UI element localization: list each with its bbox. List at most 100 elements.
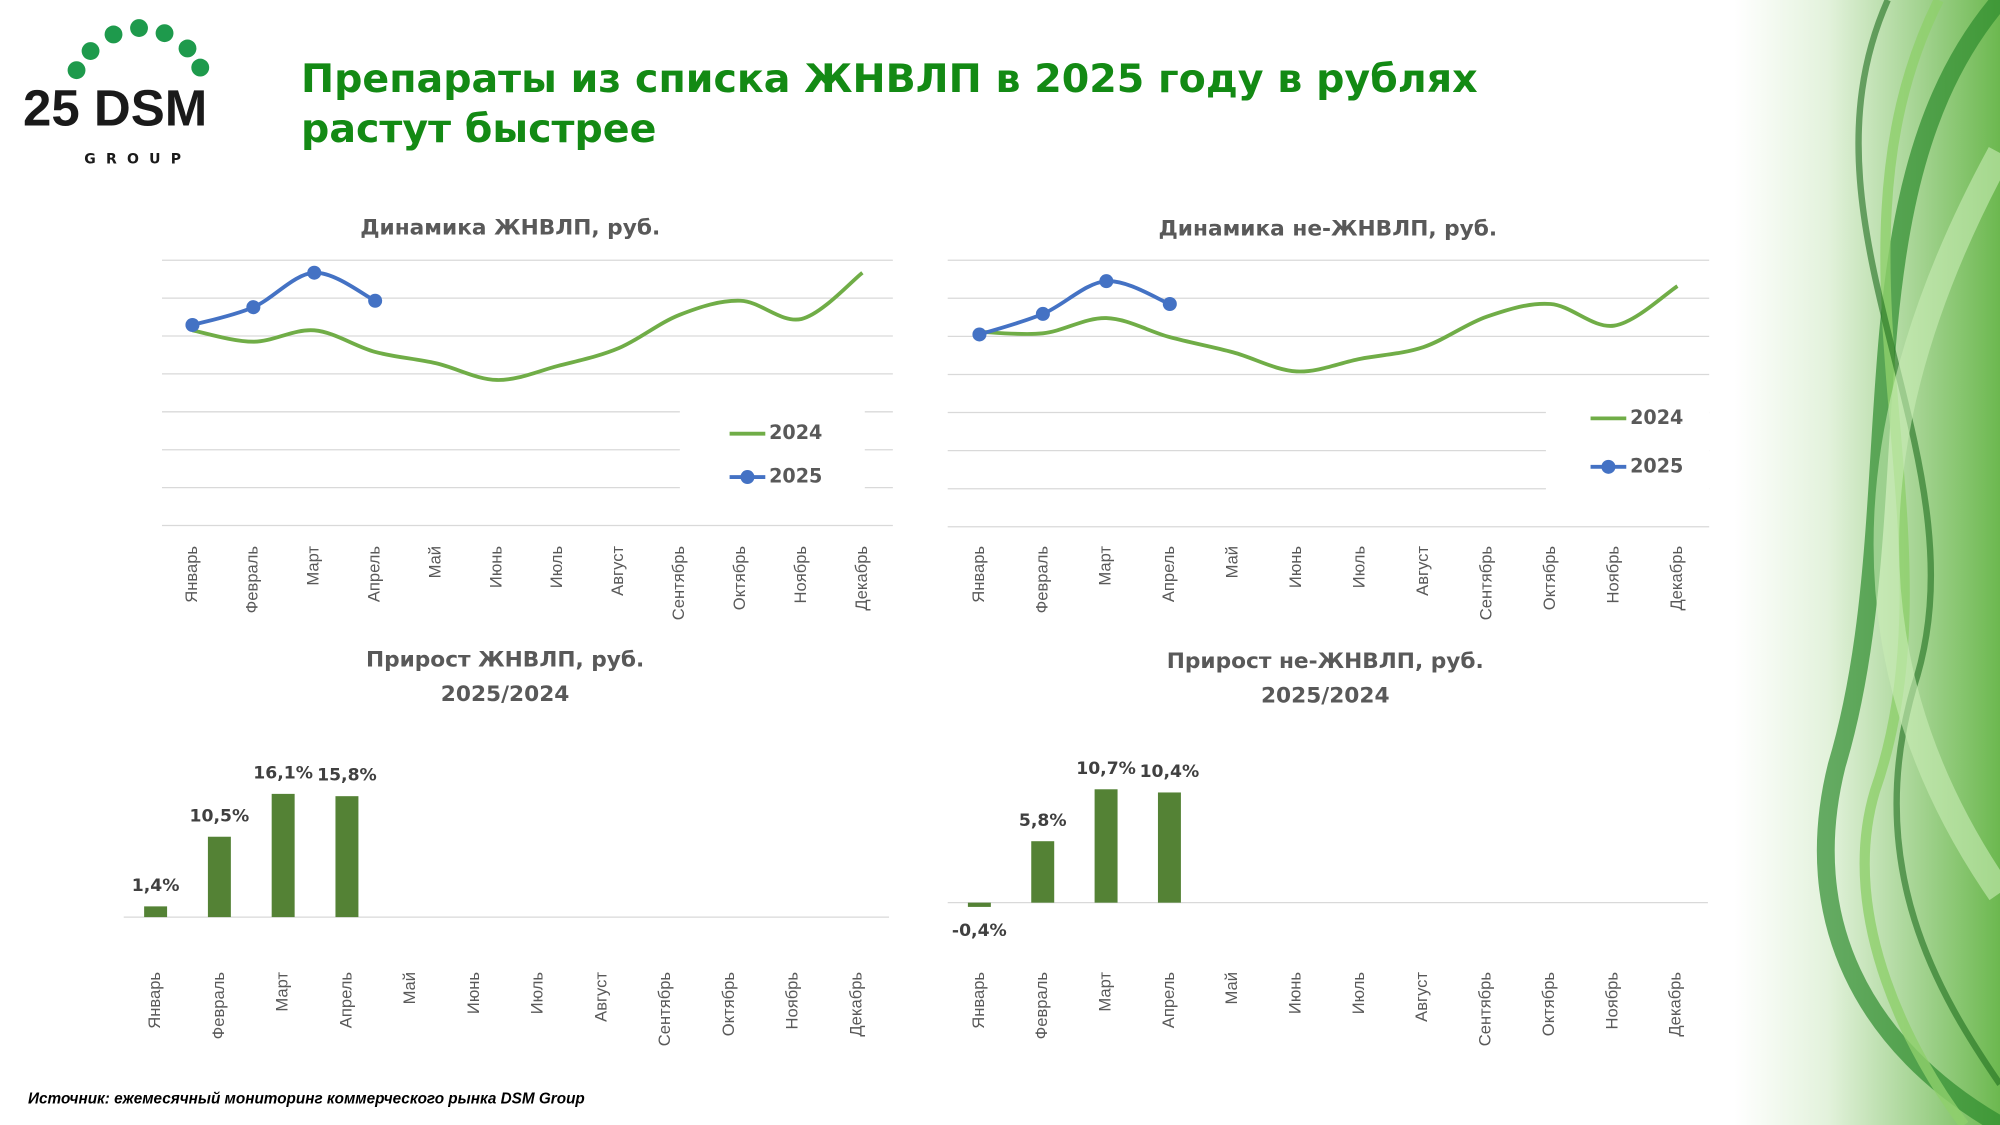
x-tick-label: Январь	[969, 546, 988, 603]
logo: 25 DSM GROUP	[23, 19, 210, 167]
x-tick-label: Апрель	[365, 546, 384, 602]
x-tick-label: Июль	[528, 972, 547, 1014]
line-series	[979, 284, 1679, 374]
decor-curve	[1873, 146, 2000, 901]
line-marker	[1035, 306, 1050, 321]
x-tick-label: Март	[1096, 546, 1115, 586]
x-tick-label: Ноябрь	[1603, 546, 1622, 604]
x-tick-label: Июль	[547, 546, 566, 588]
x-tick-label: Апрель	[336, 972, 355, 1028]
x-tick-label: Август	[1413, 546, 1432, 596]
x-tick-label: Май	[1223, 546, 1242, 578]
line-marker	[185, 317, 200, 333]
legend-box	[1545, 395, 1710, 492]
bar	[1094, 789, 1118, 903]
x-tick-label: Сентябрь	[1476, 972, 1495, 1046]
x-tick-label: Январь	[182, 546, 201, 603]
logo-dot	[155, 24, 174, 43]
chart: Прирост не-ЖНВЛП, руб. 2025/2024 Январь Фев…	[947, 649, 1708, 1046]
x-tick-label: Март	[1095, 972, 1114, 1012]
legend-marker	[740, 470, 755, 485]
x-tick-label: Январь	[969, 972, 988, 1029]
bar	[144, 906, 168, 918]
chart-title: Прирост ЖНВЛП, руб.	[366, 648, 644, 673]
line-series	[192, 271, 864, 382]
x-tick-label: Октябрь	[719, 972, 738, 1036]
value-label: 10,4%	[1140, 762, 1200, 782]
value-label: 1,4%	[132, 876, 180, 896]
chart: Прирост ЖНВЛП, руб. 2025/2024 Январь Феврал…	[123, 648, 890, 1046]
value-label: 5,8%	[1019, 811, 1067, 831]
x-tick-label: Декабрь	[1666, 972, 1685, 1037]
x-tick-label: Февраль	[1032, 546, 1051, 613]
bar	[207, 836, 231, 918]
legend-label: 2025	[769, 465, 822, 488]
bar	[967, 902, 991, 907]
line-series	[191, 270, 377, 327]
x-tick-label: Октябрь	[1539, 972, 1558, 1036]
logo-dot	[104, 25, 123, 44]
source-note: Источник: ежемесячный мониторинг коммерч…	[28, 1091, 585, 1108]
bar	[1157, 792, 1181, 903]
x-tick-label: Август	[608, 546, 627, 596]
value-label: 15,8%	[317, 766, 377, 786]
legend-marker	[1601, 459, 1616, 474]
bar	[1031, 841, 1055, 903]
chart: Динамика ЖНВЛП, руб. Январь Февраль Март Апр…	[161, 215, 893, 620]
logo-dot	[67, 61, 86, 80]
x-tick-label: Апрель	[1159, 546, 1178, 602]
line-marker	[246, 300, 261, 315]
x-tick-label: Март	[304, 546, 323, 586]
logo-text: 25 DSM	[23, 80, 207, 137]
bar	[271, 793, 295, 918]
x-tick-label: Ноябрь	[1602, 972, 1621, 1030]
x-tick-label: Июль	[1350, 546, 1369, 588]
chart-title: Динамика ЖНВЛП, руб.	[360, 215, 660, 240]
x-tick-label: Декабрь	[1667, 546, 1686, 611]
line-series	[978, 279, 1171, 337]
decor-curve	[1816, 0, 2000, 1125]
chart: Динамика не-ЖНВЛП, руб. Январь Февраль Март…	[947, 217, 1710, 620]
line-marker	[1099, 274, 1114, 289]
x-tick-label: Сентябрь	[1476, 546, 1495, 620]
line-marker	[972, 327, 987, 342]
line-marker	[307, 265, 322, 280]
x-tick-label: Май	[400, 972, 419, 1004]
x-tick-label: Июнь	[1286, 972, 1305, 1014]
page-title: Препараты из списка ЖНВЛП в 2025 году в …	[301, 56, 1478, 102]
value-label: 10,7%	[1076, 759, 1136, 779]
page-title: растут быстрее	[301, 106, 656, 152]
x-tick-label: Февраль	[243, 546, 262, 613]
legend-label: 2024	[769, 421, 822, 444]
logo-dot	[191, 58, 210, 77]
x-tick-label: Май	[1222, 972, 1241, 1004]
bar	[335, 796, 359, 918]
value-label: 10,5%	[190, 806, 250, 826]
x-tick-label: Декабрь	[847, 972, 866, 1037]
x-tick-label: Декабрь	[852, 546, 871, 611]
chart-subtitle: 2025/2024	[441, 682, 570, 707]
x-tick-label: Ноябрь	[783, 972, 802, 1030]
x-tick-label: Август	[1412, 972, 1431, 1022]
x-tick-label: Сентябрь	[655, 972, 674, 1046]
logo-dot	[178, 39, 197, 58]
x-tick-label: Ноябрь	[791, 546, 810, 604]
decor-curve	[1855, 0, 2000, 1086]
logo-dot	[130, 19, 148, 37]
line-marker	[368, 293, 383, 308]
x-tick-label: Сентябрь	[669, 546, 688, 620]
line-marker	[1162, 296, 1177, 312]
x-tick-label: Июнь	[1286, 546, 1305, 588]
legend-box	[679, 410, 865, 495]
x-tick-label: Февраль	[1032, 972, 1051, 1039]
chart-title: Прирост не-ЖНВЛП, руб.	[1167, 649, 1484, 674]
chart-subtitle: 2025/2024	[1261, 683, 1390, 708]
x-tick-label: Май	[425, 546, 444, 578]
x-tick-label: Октябрь	[730, 546, 749, 610]
x-tick-label: Октябрь	[1540, 546, 1559, 610]
value-label: 16,1%	[253, 763, 313, 783]
legend-label: 2024	[1630, 406, 1683, 429]
x-tick-label: Март	[273, 972, 292, 1012]
